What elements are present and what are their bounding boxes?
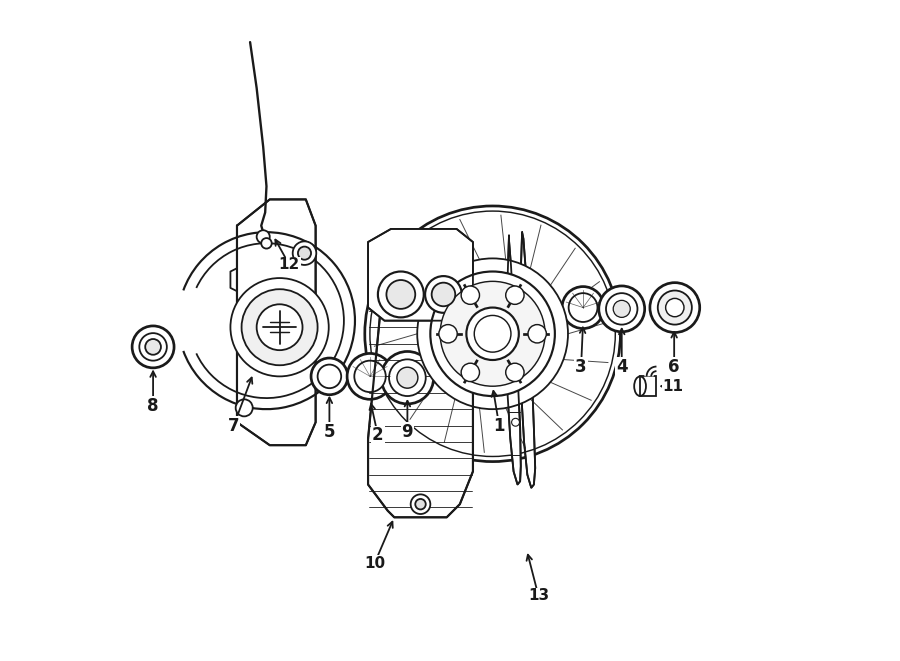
Polygon shape (368, 235, 472, 518)
Circle shape (461, 286, 480, 304)
Circle shape (432, 283, 455, 306)
Circle shape (230, 278, 328, 376)
Text: 1: 1 (493, 416, 505, 434)
Circle shape (132, 326, 174, 368)
Text: 8: 8 (148, 397, 158, 415)
Text: 11: 11 (662, 379, 683, 394)
Text: 10: 10 (364, 556, 385, 570)
Circle shape (598, 286, 644, 332)
Circle shape (389, 360, 426, 396)
Circle shape (311, 358, 347, 395)
Circle shape (506, 286, 524, 304)
Circle shape (511, 353, 519, 361)
Circle shape (386, 280, 415, 309)
Circle shape (440, 282, 545, 386)
Text: 12: 12 (279, 257, 300, 272)
Circle shape (382, 352, 434, 404)
Circle shape (397, 368, 418, 388)
Circle shape (292, 241, 316, 265)
Text: 4: 4 (616, 358, 627, 375)
Text: 13: 13 (528, 588, 549, 603)
Circle shape (569, 293, 598, 322)
Circle shape (415, 499, 426, 510)
Circle shape (364, 206, 620, 461)
Circle shape (461, 363, 480, 381)
Polygon shape (640, 376, 656, 396)
Circle shape (506, 363, 524, 381)
Circle shape (410, 494, 430, 514)
Text: 9: 9 (401, 423, 413, 441)
Circle shape (378, 272, 424, 317)
Polygon shape (507, 235, 521, 485)
Circle shape (145, 339, 161, 355)
Text: 6: 6 (669, 358, 680, 375)
Circle shape (466, 307, 518, 360)
Circle shape (613, 300, 630, 317)
Circle shape (241, 290, 318, 366)
Text: 3: 3 (575, 358, 587, 375)
Polygon shape (368, 229, 472, 321)
Circle shape (347, 354, 393, 399)
Circle shape (256, 304, 302, 350)
Circle shape (474, 315, 511, 352)
Circle shape (236, 399, 253, 416)
Text: 2: 2 (372, 426, 383, 444)
Circle shape (528, 325, 546, 343)
Circle shape (256, 230, 270, 243)
Text: 7: 7 (228, 416, 239, 434)
Circle shape (425, 276, 462, 313)
Circle shape (261, 238, 272, 249)
Polygon shape (520, 232, 536, 488)
Circle shape (140, 333, 166, 361)
Circle shape (418, 258, 568, 409)
Circle shape (318, 365, 341, 388)
Circle shape (511, 288, 519, 295)
Circle shape (298, 247, 311, 260)
Circle shape (562, 287, 604, 329)
Circle shape (430, 272, 555, 396)
Circle shape (511, 418, 519, 426)
Text: 5: 5 (324, 423, 335, 441)
Circle shape (666, 298, 684, 317)
Circle shape (658, 291, 692, 325)
Circle shape (650, 283, 699, 332)
Circle shape (439, 325, 457, 343)
Polygon shape (237, 200, 316, 446)
Circle shape (606, 293, 637, 325)
Circle shape (355, 361, 386, 392)
